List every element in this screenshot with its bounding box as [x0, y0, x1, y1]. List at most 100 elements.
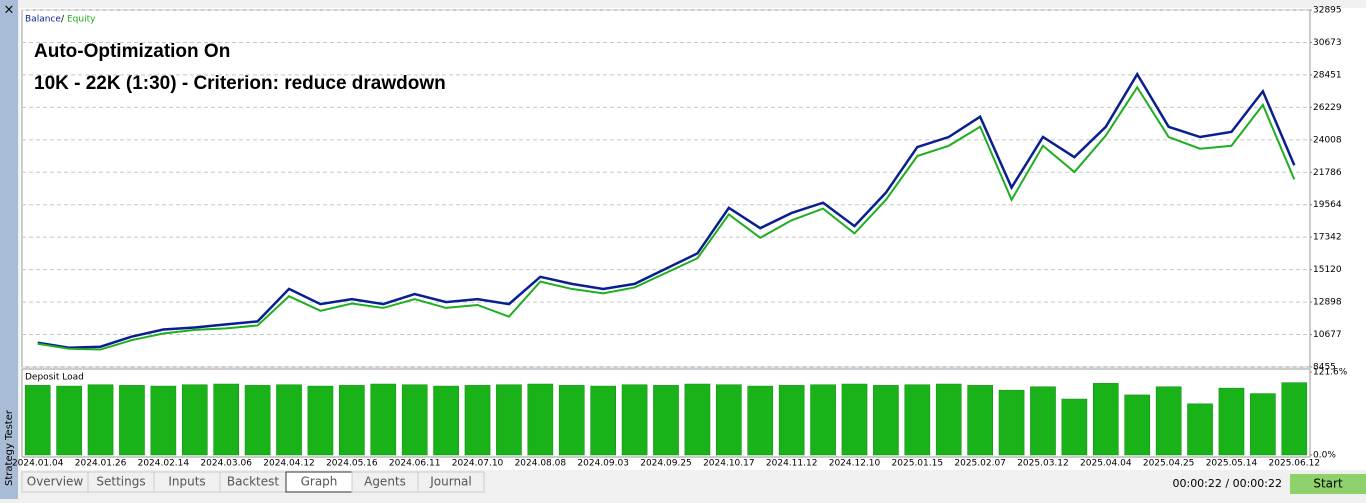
bar	[1218, 387, 1245, 456]
y-tick-label: 30673	[1313, 38, 1342, 48]
x-tick-label: 2024.05.16	[326, 459, 378, 469]
bar	[716, 384, 742, 456]
bar	[181, 384, 208, 456]
start-button[interactable]	[1290, 474, 1366, 494]
bar	[590, 385, 616, 456]
bar	[1124, 394, 1151, 456]
bar	[213, 383, 240, 456]
tab-label[interactable]: Overview	[27, 475, 84, 489]
close-button[interactable]: ×	[4, 3, 15, 18]
y-tick-label: 21786	[1313, 168, 1342, 178]
bar	[24, 385, 51, 456]
tab-label[interactable]: Agents	[364, 475, 406, 489]
bar	[1061, 398, 1088, 456]
y-tick-label: 17342	[1313, 233, 1342, 243]
x-tick-label: 2025.06.12	[1269, 459, 1321, 469]
tab-label[interactable]: Inputs	[168, 475, 205, 489]
legend-separator: /	[61, 15, 65, 25]
y-tick-label: 19564	[1313, 200, 1342, 210]
tab[interactable]	[417, 471, 485, 493]
bar	[653, 385, 679, 456]
bar	[998, 389, 1025, 456]
start-button-label[interactable]: Start	[1313, 477, 1343, 491]
bar	[1281, 382, 1308, 456]
panel-title: Deposit Load	[25, 373, 84, 383]
y-tick-label: 10677	[1313, 330, 1342, 340]
load-plot-frame	[21, 368, 1311, 458]
y-tick-label: 12898	[1313, 298, 1342, 308]
x-tick-label: 2025.04.25	[1143, 459, 1195, 469]
bar	[370, 383, 397, 456]
y-tick-label: 26229	[1313, 103, 1342, 113]
sidebar-title: Strategy Tester	[4, 409, 15, 486]
x-tick-label: 2025.01.15	[892, 459, 944, 469]
bar	[747, 385, 774, 456]
bar	[1187, 403, 1213, 456]
tab-label[interactable]: Settings	[96, 475, 145, 489]
bar	[56, 385, 82, 456]
bar	[276, 384, 302, 456]
bar	[1155, 386, 1182, 456]
x-tick-label: 2024.06.11	[389, 459, 441, 469]
bar	[904, 384, 931, 456]
x-tick-label: 2024.09.03	[577, 459, 629, 469]
bar	[244, 385, 271, 456]
bar	[87, 384, 114, 456]
y-tick-label: 15120	[1313, 265, 1342, 275]
bar	[967, 385, 993, 456]
tab-label[interactable]: Backtest	[227, 475, 279, 489]
series-line	[37, 85, 1296, 351]
x-tick-label: 2024.11.12	[766, 459, 818, 469]
x-tick-label: 2025.03.12	[1017, 459, 1069, 469]
x-tick-label: 2024.02.14	[138, 459, 190, 469]
bar	[873, 385, 899, 456]
series-line	[37, 71, 1296, 349]
bar	[778, 385, 805, 456]
x-tick-label: 2024.12.10	[829, 459, 881, 469]
bar	[1030, 386, 1056, 456]
x-tick-label: 2024.09.25	[640, 459, 692, 469]
tab-label[interactable]: Journal	[429, 475, 472, 489]
bar	[496, 384, 522, 456]
bar	[464, 385, 491, 456]
x-tick-label: 2024.01.26	[75, 459, 127, 469]
y-tick-label: 121.6%	[1313, 368, 1348, 378]
bar	[621, 384, 648, 456]
x-tick-label: 2024.07.10	[452, 459, 504, 469]
bar	[527, 383, 554, 456]
bar	[150, 385, 177, 456]
timer: 00:00:22 / 00:00:22	[1172, 477, 1282, 490]
bar	[1250, 393, 1276, 456]
y-tick-label: 0.0%	[1313, 451, 1336, 461]
annotation: 10K - 22K (1:30) - Criterion: reduce dra…	[34, 73, 446, 94]
y-tick-label: 8455	[1313, 363, 1336, 373]
x-tick-label: 2025.04.04	[1080, 459, 1132, 469]
bar	[558, 385, 585, 456]
x-tick-label: 2024.01.04	[12, 459, 64, 469]
x-tick-label: 2024.08.08	[515, 459, 567, 469]
legend-equity: Equity	[67, 15, 96, 25]
bar	[339, 385, 365, 456]
legend-balance: Balance	[25, 15, 61, 25]
bar	[935, 383, 962, 456]
bar	[401, 384, 428, 456]
bar	[307, 385, 334, 456]
bar	[1092, 383, 1119, 456]
bar	[119, 385, 145, 456]
x-tick-label: 2024.04.12	[263, 459, 315, 469]
bar	[841, 383, 868, 456]
x-tick-label: 2025.02.07	[954, 459, 1006, 469]
bar	[433, 385, 459, 456]
tab-label[interactable]: Graph	[301, 475, 338, 489]
annotation: Auto-Optimization On	[34, 41, 230, 62]
x-tick-label: 2025.05.14	[1206, 459, 1258, 469]
y-tick-label: 24008	[1313, 135, 1342, 145]
sidebar	[0, 0, 18, 499]
bar	[684, 383, 711, 456]
bar	[810, 384, 836, 456]
x-tick-label: 2024.03.06	[200, 459, 252, 469]
y-tick-label: 32895	[1313, 6, 1342, 16]
x-tick-label: 2024.10.17	[703, 459, 755, 469]
y-tick-label: 28451	[1313, 70, 1342, 80]
